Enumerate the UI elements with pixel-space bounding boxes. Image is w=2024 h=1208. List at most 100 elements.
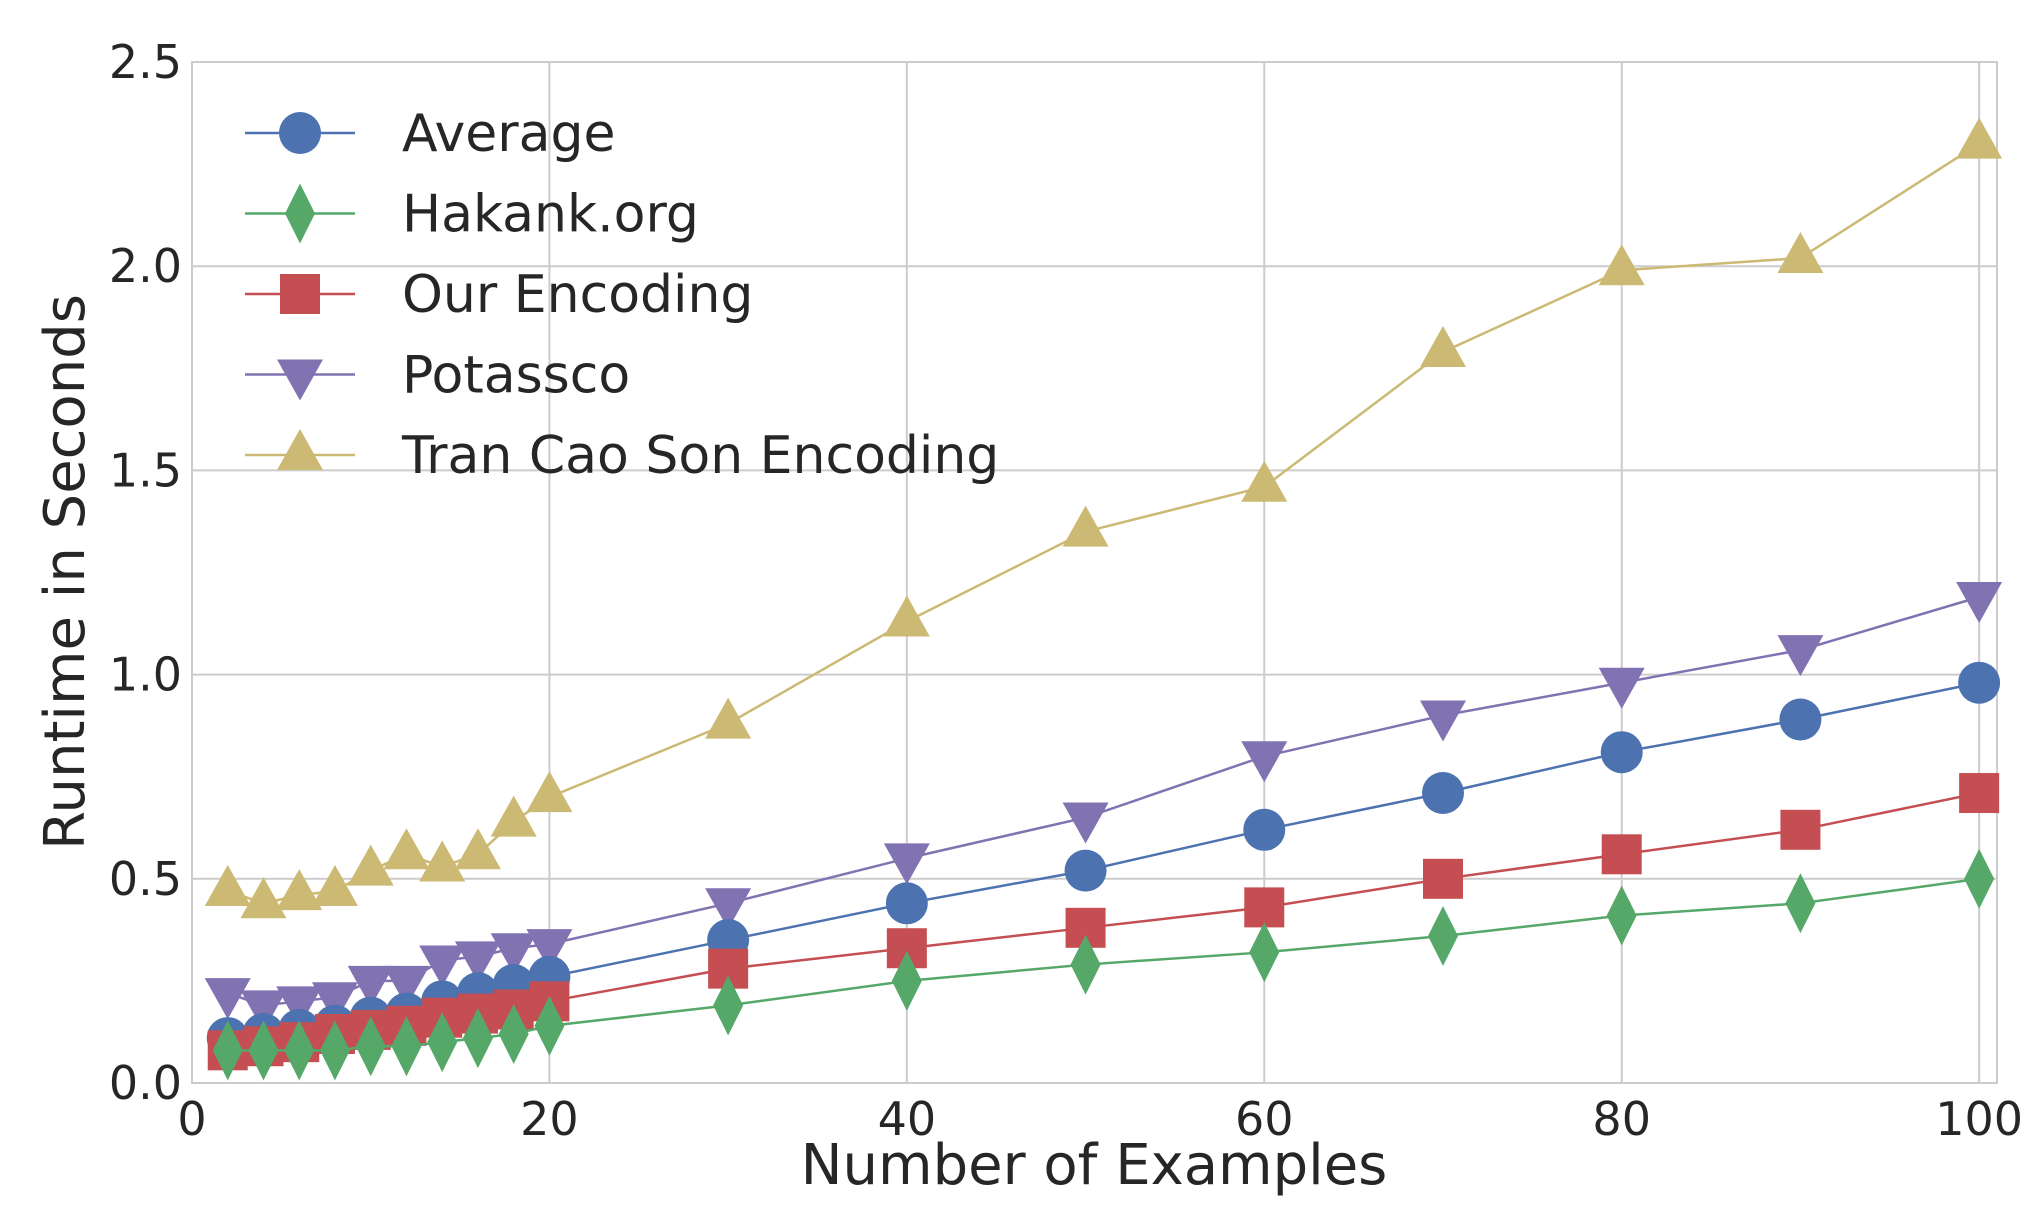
- data-point: [534, 995, 565, 1056]
- data-point: [1600, 731, 1643, 774]
- data-point: [319, 1020, 350, 1081]
- data-point: [1064, 849, 1107, 892]
- data-point: [240, 877, 287, 919]
- legend-marker: [285, 183, 315, 244]
- x-axis-label: Number of Examples: [801, 1133, 1388, 1198]
- data-point: [1777, 635, 1824, 677]
- series-potassco: [204, 582, 2003, 1032]
- data-point: [883, 595, 930, 637]
- data-point: [204, 978, 251, 1020]
- data-point: [1785, 873, 1816, 934]
- plot-frame: [191, 61, 1998, 1084]
- y-tick-label: 1.0: [109, 648, 182, 702]
- data-point: [427, 1012, 458, 1073]
- data-point: [883, 843, 930, 885]
- data-point: [391, 1016, 422, 1077]
- legend-marker: [277, 359, 323, 401]
- data-point: [1241, 460, 1288, 502]
- tick-labels: 0 20 40 60 80 100 0.0 0.5 1.0 1.5 2.0 2.5: [109, 35, 2023, 1146]
- data-point: [713, 975, 744, 1036]
- data-point: [276, 869, 323, 911]
- x-tick-label: 60: [1235, 1092, 1294, 1146]
- legend-item: Our Encoding: [245, 265, 753, 325]
- data-point: [454, 941, 501, 983]
- data-point: [705, 697, 752, 739]
- data-point: [1419, 325, 1466, 367]
- data-point: [1956, 582, 2003, 624]
- data-point: [454, 828, 501, 870]
- data-point: [240, 990, 287, 1032]
- data-point: [526, 929, 573, 971]
- y-tick-label: 0.5: [109, 852, 182, 906]
- data-point: [1419, 700, 1466, 742]
- data-point: [1958, 661, 2001, 704]
- data-point: [1606, 885, 1637, 946]
- x-tick-label: 20: [520, 1092, 579, 1146]
- data-point: [1956, 117, 2003, 159]
- x-tick-label: 100: [1935, 1092, 2023, 1146]
- data-point: [1427, 905, 1458, 966]
- data-point: [212, 1020, 243, 1081]
- data-point: [1241, 741, 1288, 783]
- y-tick-label: 2.5: [109, 35, 182, 89]
- legend-item: Hakank.org: [245, 183, 699, 245]
- data-point: [311, 865, 358, 907]
- legend-marker: [280, 274, 320, 314]
- data-point: [490, 933, 537, 975]
- data-point: [419, 945, 466, 987]
- data-point: [1249, 922, 1280, 983]
- data-point: [1244, 887, 1285, 928]
- data-point: [1777, 232, 1824, 274]
- data-point: [276, 986, 323, 1028]
- data-point: [347, 965, 394, 1007]
- legend-item: Tran Cao Son Encoding: [245, 426, 999, 486]
- data-point: [705, 888, 752, 930]
- data-point: [347, 844, 394, 886]
- data-point: [204, 865, 251, 907]
- data-point: [885, 882, 928, 925]
- data-point: [1598, 667, 1645, 709]
- data-point: [1070, 934, 1101, 995]
- data-point: [526, 771, 573, 813]
- x-tick-label: 40: [878, 1092, 937, 1146]
- data-point: [284, 1020, 315, 1081]
- data-point: [383, 828, 430, 870]
- series-line: [227, 142, 1980, 905]
- data-point: [1421, 772, 1464, 815]
- data-point: [1598, 244, 1645, 286]
- data-point: [1062, 505, 1109, 547]
- data-point: [1779, 698, 1822, 741]
- y-tick-label: 0.0: [109, 1056, 182, 1110]
- data-point: [490, 795, 537, 837]
- legend-label: Tran Cao Son Encoding: [401, 426, 999, 486]
- series-tran-cao-son-encoding: [204, 117, 2003, 919]
- data-point: [1422, 858, 1463, 899]
- data-point: [1601, 834, 1642, 875]
- legend-item: Average: [245, 104, 616, 164]
- data-point: [1964, 848, 1995, 909]
- legend-marker: [279, 112, 321, 154]
- data-point: [891, 950, 922, 1011]
- legend-label: Our Encoding: [402, 265, 753, 325]
- data-point: [311, 982, 358, 1024]
- data-point: [1062, 802, 1109, 844]
- data-point: [248, 1020, 279, 1081]
- x-tick-label: 80: [1592, 1092, 1651, 1146]
- y-tick-label: 2.0: [109, 239, 182, 293]
- data-point: [1959, 773, 2000, 814]
- data-point: [462, 1008, 493, 1069]
- legend-label: Hakank.org: [402, 185, 699, 245]
- data-point: [419, 840, 466, 882]
- legend-label: Potassco: [402, 346, 630, 406]
- y-tick-label: 1.5: [109, 443, 182, 497]
- series-layer: [204, 117, 2003, 1081]
- legend-marker: [277, 429, 323, 470]
- data-point: [498, 1003, 529, 1064]
- legend: Average Hakank.org Our Encoding Potassco Tra…: [245, 104, 999, 486]
- y-axis-label: Runtime in Seconds: [33, 294, 98, 850]
- legend-label: Average: [402, 104, 616, 164]
- data-point: [355, 1016, 386, 1077]
- data-point: [383, 965, 430, 1007]
